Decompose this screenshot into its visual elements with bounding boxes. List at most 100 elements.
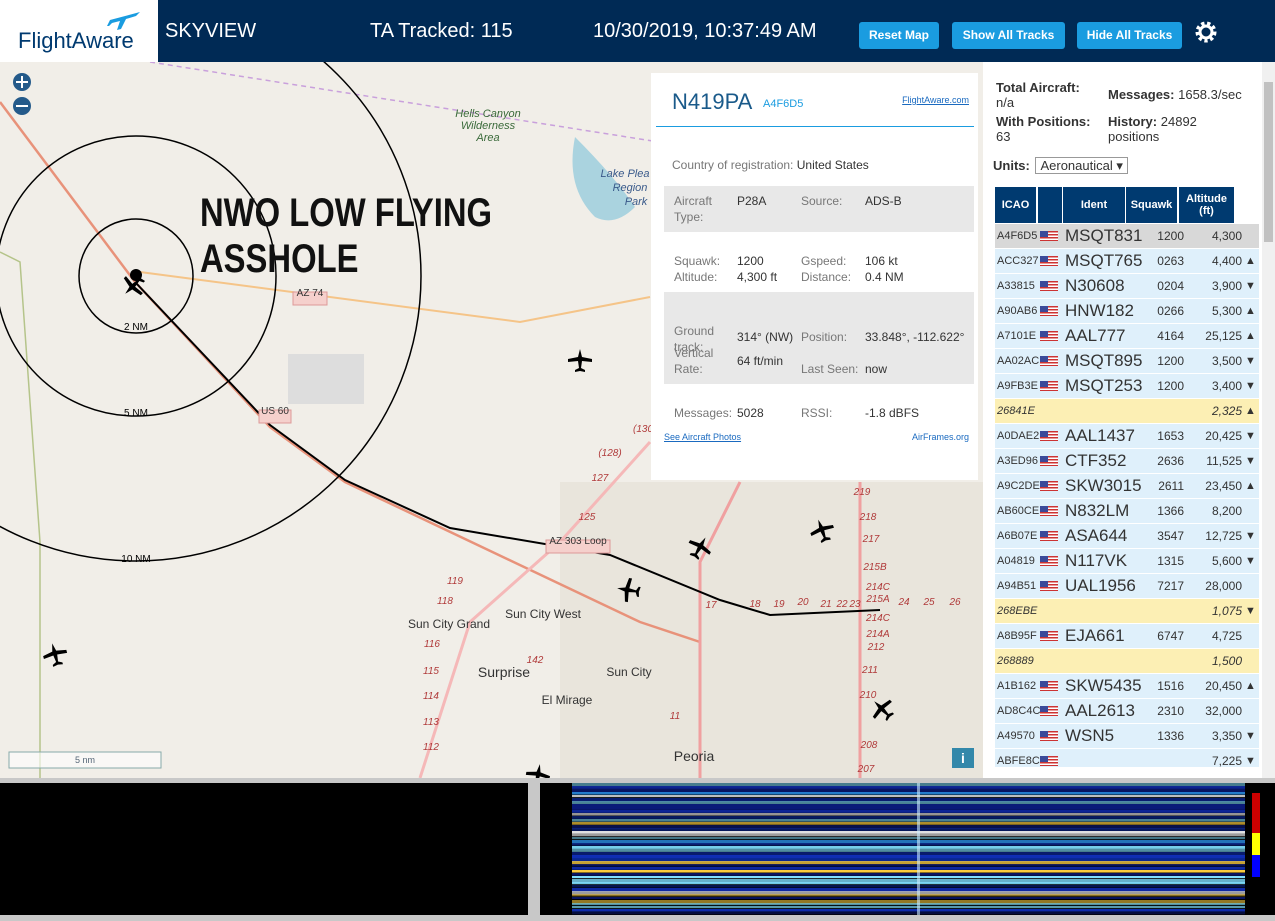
spectrum-band [572,882,1245,885]
flag-icon [1040,731,1058,741]
field-label: Last Seen: [801,362,859,376]
table-row[interactable]: 268EBE 1,075 ▼ [995,599,1259,623]
table-row[interactable]: A1B162 SKW5435 1516 20,450 ▲ [995,674,1259,698]
table-row[interactable]: AA02AC MSQT895 1200 3,500 ▼ [995,349,1259,373]
spectrum-band [572,840,1245,844]
spectrum-band [572,861,1245,865]
ident: AAL777 [1065,326,1126,345]
squawk: 0266 [1157,304,1184,318]
table-row[interactable]: A9C2DE SKW3015 2611 23,450 ▲ [995,474,1259,498]
altitude: 7,225 [1211,754,1242,767]
aircraft[interactable] [568,349,592,372]
road-label: US 60 [261,406,289,417]
country: United States [796,158,869,172]
spectrum-band [572,810,1245,813]
ident: UAL1956 [1065,576,1136,595]
column-header[interactable]: Altitude (ft) [1179,187,1234,223]
spectrum-band [572,825,1245,829]
reset-map-button[interactable]: Reset Map [859,22,939,49]
exit-label: 17 [705,600,717,611]
units-select[interactable]: Aeronautical ▾ [1035,157,1128,174]
show-tracks-button[interactable]: Show All Tracks [952,22,1065,49]
table-row[interactable]: AB60CE N832LM 1366 8,200 [995,499,1259,523]
table-row[interactable]: ABFE8C 7,225 ▼ [995,749,1259,767]
table-row[interactable]: A8B95F EJA661 6747 4,725 [995,624,1259,648]
column-header[interactable]: Ident [1063,187,1125,223]
table-row[interactable]: 268889 1,500 [995,649,1259,673]
logo-box[interactable]: FlightAware [0,0,158,62]
field-label: RSSI: [801,406,833,420]
table-row[interactable]: ACC327 MSQT765 0263 4,400 ▲ [995,249,1259,273]
aircraft[interactable] [807,516,837,546]
ident: SKW3015 [1065,476,1142,495]
column-header[interactable]: ICAO [995,187,1036,223]
table-row[interactable]: A90AB6 HNW182 0266 5,300 ▲ [995,299,1259,323]
field-value: -1.8 dBFS [865,406,920,420]
info-button[interactable] [952,748,974,768]
altitude: 23,450 [1205,479,1242,493]
flag-icon [1040,256,1058,266]
spectrum-band [572,792,1245,795]
ident: N117VK [1065,551,1128,570]
settings-icon[interactable] [1194,20,1218,44]
spectrum-band [572,852,1245,856]
table-row[interactable]: A6B07E ASA644 3547 12,725 ▼ [995,524,1259,548]
aircraft[interactable] [615,576,642,604]
gear [1198,24,1214,40]
table-row[interactable]: A94B51 UAL1956 7217 28,000 [995,574,1259,598]
zoom-in[interactable] [13,73,31,91]
spectrum-band [572,789,1245,793]
field-label: Squawk: [674,254,721,268]
exit-label: 112 [423,742,439,753]
table-row[interactable]: A33815 N30608 0204 3,900 ▼ [995,274,1259,298]
aircraft-popup: N419PA A4F6D5 FlightAware.com Country of… [651,73,978,480]
icao: A6B07E [997,530,1038,542]
icao: A3ED96 [997,455,1038,467]
squawk: 2636 [1157,454,1184,468]
exit-label: 118 [437,596,453,607]
table-row[interactable]: A0DAE2 AAL1437 1653 20,425 ▼ [995,424,1259,448]
aircraft[interactable] [41,640,70,668]
table-row[interactable]: A49570 WSN5 1336 3,350 ▼ [995,724,1259,748]
aircraft[interactable] [684,531,716,563]
zoom-out[interactable] [13,97,31,115]
table-row[interactable]: 26841E 2,325 ▲ [995,399,1259,423]
table-row[interactable]: A3ED96 CTF352 2636 11,525 ▼ [995,449,1259,473]
photos-link[interactable]: See Aircraft Photos [664,432,742,442]
altitude: 12,725 [1205,529,1242,543]
scrollbar[interactable] [1262,62,1275,778]
exit-label: 214C [865,582,891,593]
altitude: 3,500 [1211,354,1242,368]
exit-label: 19 [773,599,785,610]
ident: N832LM [1065,501,1130,520]
aircraft[interactable] [866,693,899,726]
table-row[interactable]: AD8C4C AAL2613 2310 32,000 [995,699,1259,723]
aircraft[interactable] [524,762,552,778]
table-row[interactable]: A4F6D5 MSQT831 1200 4,300 [995,224,1259,248]
exit-label: 212 [867,642,885,653]
spectrum-band [572,828,1245,831]
exit-label: 20 [796,597,809,608]
trend: ▼ [1245,605,1256,617]
exit-label: 26 [948,597,961,608]
field-value: 0.4 NM [865,270,904,284]
table-row[interactable]: A04819 N117VK 1315 5,600 ▼ [995,549,1259,573]
place-label: El Mirage [542,693,593,707]
ring-label: 10 NM [121,554,150,565]
flag-icon [1040,506,1058,516]
logo: FlightAware [18,12,140,53]
hide-tracks-button[interactable]: Hide All Tracks [1077,22,1182,49]
table-row[interactable]: A9FB3E MSQT253 1200 3,400 ▼ [995,374,1259,398]
exit-label: 214A [865,629,890,640]
spectrum-band [572,894,1245,897]
airframes-link[interactable]: AirFrames.org [911,432,969,442]
icao: 26841E [997,405,1035,417]
table-row[interactable]: A7101E AAL777 4164 25,125 ▲ [995,324,1259,348]
field-value: 33.848°, -112.622° [865,330,965,344]
spectrum-band [572,795,1245,798]
flightaware-link[interactable]: FlightAware.com [902,95,969,105]
column-header[interactable]: Squawk [1126,187,1177,223]
flag-icon [1040,231,1058,241]
trend: ▼ [1245,730,1256,742]
spectrum-band [572,813,1245,816]
